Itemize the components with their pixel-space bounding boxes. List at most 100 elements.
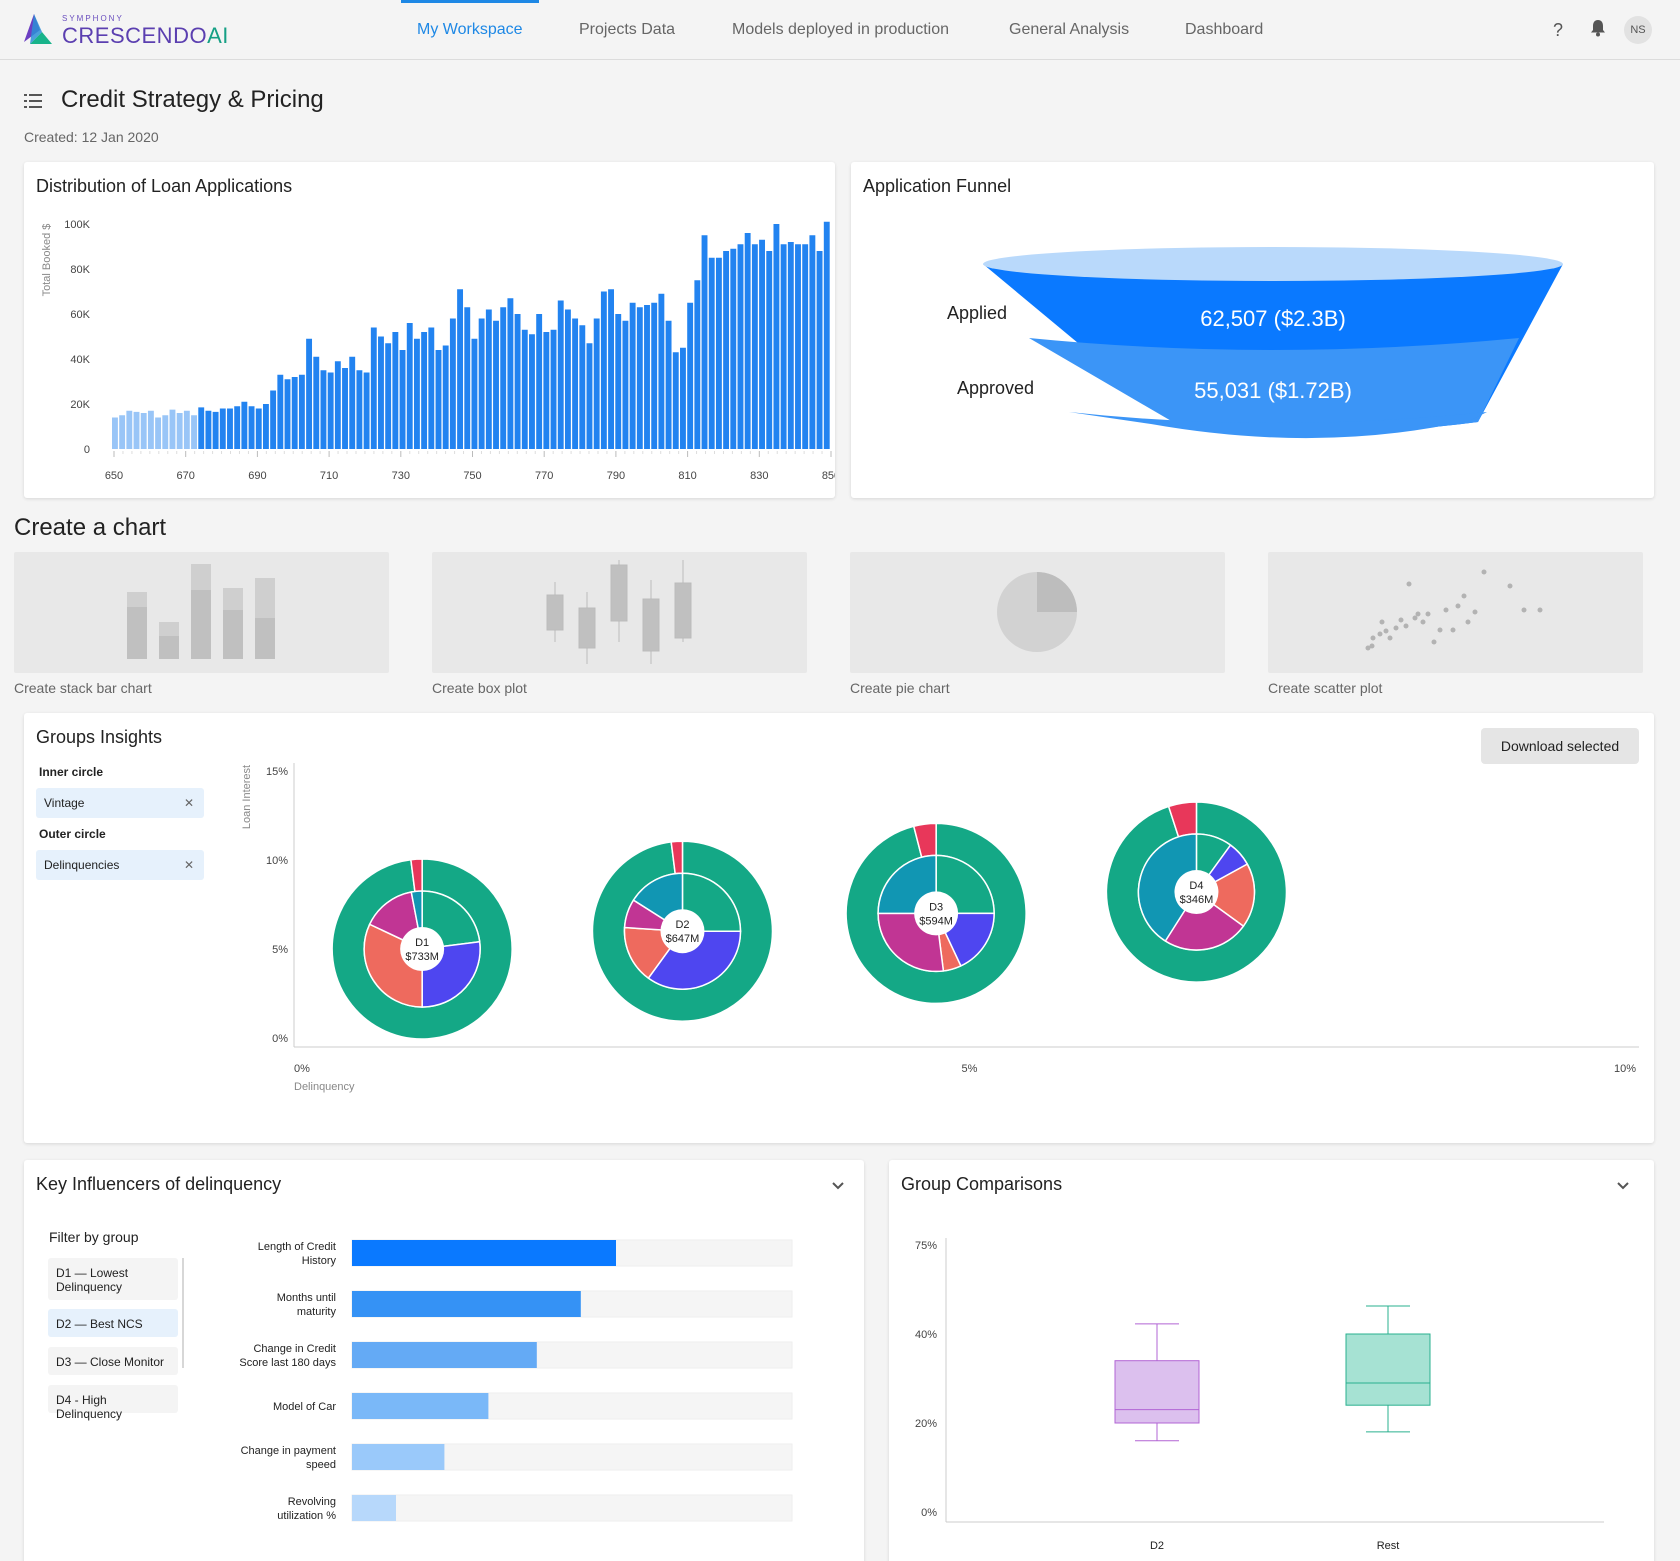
- filter-group-d4[interactable]: D4 - High Delinquency: [48, 1385, 178, 1421]
- distribution-bar[interactable]: [112, 417, 118, 450]
- download-selected-button[interactable]: Download selected: [1481, 728, 1639, 764]
- logo[interactable]: SYMPHONY CRESCENDOAI: [20, 12, 230, 48]
- distribution-bar[interactable]: [471, 338, 478, 449]
- distribution-bar[interactable]: [399, 350, 406, 449]
- influencer-bar[interactable]: [352, 1291, 581, 1317]
- distribution-bar[interactable]: [327, 372, 334, 450]
- distribution-bar[interactable]: [521, 329, 528, 449]
- distribution-bar[interactable]: [636, 307, 643, 449]
- chevron-down-icon[interactable]: [828, 1176, 848, 1196]
- distribution-bar[interactable]: [550, 329, 557, 449]
- distribution-bar[interactable]: [665, 320, 672, 449]
- distribution-bar[interactable]: [744, 233, 751, 449]
- create-scatter-plot-card[interactable]: [1268, 552, 1643, 673]
- distribution-bar[interactable]: [363, 372, 370, 450]
- distribution-bar[interactable]: [212, 411, 219, 450]
- distribution-bar[interactable]: [680, 347, 686, 449]
- influencer-bar[interactable]: [352, 1240, 616, 1266]
- distribution-bar[interactable]: [773, 224, 780, 449]
- distribution-bar[interactable]: [723, 251, 730, 449]
- distribution-bar[interactable]: [349, 356, 356, 449]
- distribution-bar[interactable]: [284, 379, 291, 449]
- tab-general-analysis[interactable]: General Analysis: [1009, 21, 1130, 38]
- distribution-bar[interactable]: [701, 235, 708, 449]
- distribution-bar[interactable]: [219, 408, 226, 450]
- influencer-bar[interactable]: [352, 1444, 445, 1470]
- distribution-bar[interactable]: [500, 307, 507, 449]
- distribution-bar[interactable]: [155, 417, 162, 450]
- distribution-bar[interactable]: [579, 325, 586, 449]
- list-menu-icon[interactable]: [24, 94, 42, 108]
- distribution-bar[interactable]: [234, 406, 241, 449]
- distribution-bar[interactable]: [658, 293, 665, 449]
- distribution-bar[interactable]: [334, 361, 341, 449]
- distribution-bar[interactable]: [802, 244, 809, 449]
- distribution-bar[interactable]: [780, 244, 787, 449]
- distribution-bar[interactable]: [277, 374, 284, 449]
- distribution-bar[interactable]: [370, 327, 377, 450]
- distribution-bar[interactable]: [449, 318, 456, 450]
- distribution-bar[interactable]: [536, 314, 543, 449]
- influencer-bar[interactable]: [352, 1342, 537, 1368]
- box-iqr[interactable]: [1345, 1333, 1431, 1406]
- distribution-bar[interactable]: [787, 242, 794, 449]
- tab-my-workspace[interactable]: My Workspace: [401, 0, 538, 60]
- distribution-bar[interactable]: [298, 374, 305, 449]
- distribution-bar[interactable]: [572, 318, 579, 450]
- distribution-bar[interactable]: [737, 244, 744, 449]
- filter-group-d2[interactable]: D2 — Best NCS: [48, 1309, 178, 1337]
- distribution-bar[interactable]: [507, 298, 514, 449]
- distribution-bar[interactable]: [672, 352, 679, 449]
- distribution-bar[interactable]: [514, 314, 521, 449]
- distribution-bar[interactable]: [428, 327, 435, 450]
- distribution-bar[interactable]: [644, 305, 650, 449]
- distribution-bar[interactable]: [241, 401, 248, 449]
- distribution-bar[interactable]: [464, 307, 471, 449]
- filter-group-d1[interactable]: D1 — Lowest Delinquency: [48, 1258, 178, 1300]
- distribution-bar[interactable]: [176, 413, 183, 449]
- tab-projects-data[interactable]: Projects Data: [579, 21, 676, 38]
- distribution-bar[interactable]: [708, 257, 715, 449]
- distribution-bar[interactable]: [442, 345, 449, 450]
- distribution-bar[interactable]: [320, 370, 327, 449]
- distribution-bar[interactable]: [133, 411, 140, 450]
- distribution-bar[interactable]: [385, 343, 392, 449]
- distribution-bar[interactable]: [622, 320, 629, 449]
- distribution-bar[interactable]: [795, 244, 801, 449]
- distribution-bar[interactable]: [816, 251, 823, 449]
- close-icon[interactable]: ✕: [183, 796, 194, 810]
- distribution-bar[interactable]: [600, 291, 607, 450]
- tab-dashboard[interactable]: Dashboard: [1185, 21, 1264, 38]
- distribution-bar[interactable]: [392, 332, 399, 449]
- tab-models-deployed[interactable]: Models deployed in production: [732, 21, 950, 38]
- help-icon[interactable]: ?: [1552, 20, 1563, 40]
- distribution-bar[interactable]: [435, 350, 442, 449]
- filter-group-d3[interactable]: D3 — Close Monitor: [48, 1347, 178, 1375]
- distribution-bar[interactable]: [557, 300, 564, 450]
- create-pie-chart-card[interactable]: [850, 552, 1225, 673]
- chevron-down-icon[interactable]: [1613, 1176, 1633, 1196]
- distribution-bar[interactable]: [205, 410, 212, 449]
- distribution-bar[interactable]: [730, 248, 737, 449]
- distribution-bar[interactable]: [255, 408, 262, 450]
- distribution-bar[interactable]: [162, 415, 169, 449]
- distribution-bar[interactable]: [457, 289, 464, 449]
- distribution-bar[interactable]: [183, 410, 190, 449]
- distribution-bar[interactable]: [715, 257, 722, 449]
- create-stack-bar-chart-card[interactable]: [14, 552, 389, 673]
- distribution-bar[interactable]: [291, 377, 298, 449]
- distribution-bar[interactable]: [119, 415, 126, 449]
- close-icon[interactable]: ✕: [183, 858, 194, 872]
- distribution-bar[interactable]: [809, 235, 816, 449]
- distribution-bar[interactable]: [823, 221, 830, 449]
- influencer-bar[interactable]: [352, 1393, 489, 1419]
- distribution-bar[interactable]: [608, 289, 614, 449]
- distribution-bar[interactable]: [227, 408, 233, 450]
- distribution-bar[interactable]: [593, 318, 600, 450]
- distribution-bar[interactable]: [198, 407, 205, 450]
- distribution-bar[interactable]: [687, 302, 694, 449]
- distribution-bar[interactable]: [485, 309, 492, 450]
- distribution-bar[interactable]: [766, 251, 773, 449]
- distribution-bar[interactable]: [140, 413, 147, 449]
- distribution-bar[interactable]: [248, 406, 255, 449]
